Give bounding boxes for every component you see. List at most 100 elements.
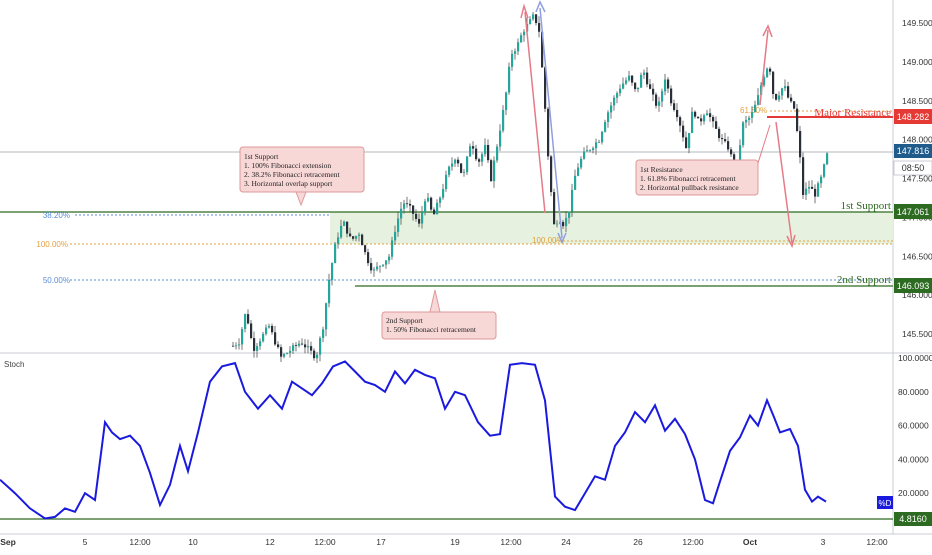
candle-body xyxy=(661,91,664,102)
candle-body xyxy=(454,159,457,164)
candle-body xyxy=(433,209,436,215)
candle-body xyxy=(484,144,487,155)
candle-body xyxy=(655,94,658,106)
candle-body xyxy=(670,88,673,104)
candle-body xyxy=(586,150,589,152)
candle-body xyxy=(622,83,625,89)
candle-body xyxy=(301,343,304,345)
price-tick-label: 146.500 xyxy=(902,251,932,261)
candle-body xyxy=(796,108,799,131)
candle-body xyxy=(553,192,556,225)
candle-body xyxy=(400,208,403,219)
candle-body xyxy=(298,343,301,346)
candle-body xyxy=(781,88,784,96)
candle-body xyxy=(340,225,343,238)
price-tick-label: 149.000 xyxy=(902,57,932,67)
candle-body xyxy=(355,235,358,239)
candle-body xyxy=(775,93,778,100)
candle-body xyxy=(250,323,253,339)
price-tick-label: 148.000 xyxy=(902,135,932,145)
candle-body xyxy=(346,221,349,234)
price-tick-label: 146.000 xyxy=(902,290,932,300)
resistance1-note-line: 2. Horizontal pullback resistance xyxy=(640,183,739,192)
stoch-last-text: 4.8160 xyxy=(899,514,927,524)
candle-body xyxy=(784,86,787,89)
support2-price-badge xyxy=(894,278,932,293)
candle-body xyxy=(700,118,703,122)
candle-body xyxy=(646,72,649,85)
fib-382-label: 38.20% xyxy=(43,211,70,220)
candle-body xyxy=(430,197,433,210)
candle-body xyxy=(316,354,319,359)
time-tick-label: 12:00 xyxy=(866,537,888,547)
stoch-title: Stoch xyxy=(4,360,24,369)
candle-body xyxy=(370,263,373,271)
candles-group xyxy=(232,11,829,364)
candle-body xyxy=(808,186,811,189)
candle-body xyxy=(274,332,277,345)
candle-body xyxy=(709,113,712,118)
candle-body xyxy=(742,122,745,146)
stoch-series-tag-text: %D xyxy=(879,499,892,508)
stoch-tick-label: 20.0000 xyxy=(898,488,929,498)
candle-body xyxy=(697,116,700,119)
candle-body xyxy=(604,122,607,132)
time-badge xyxy=(893,160,932,176)
resistance-price-badge xyxy=(894,109,932,124)
candle-body xyxy=(766,68,769,78)
candle-body xyxy=(391,240,394,257)
candle-body xyxy=(421,212,424,224)
candle-body xyxy=(550,156,553,193)
blue-arrow-1 xyxy=(539,7,563,239)
candle-body xyxy=(676,109,679,118)
current-price-badge xyxy=(894,144,932,158)
candle-body xyxy=(688,133,691,149)
candle-body xyxy=(769,68,772,72)
time-tick-label: Oct xyxy=(743,537,757,547)
candle-body xyxy=(244,314,247,330)
candle-body xyxy=(637,87,640,90)
candle-body xyxy=(385,260,388,265)
time-tick-label: Sep xyxy=(0,537,16,547)
candle-body xyxy=(514,51,517,54)
candle-body xyxy=(529,19,532,25)
support-zone xyxy=(330,212,893,244)
candle-body xyxy=(388,256,391,261)
candle-body xyxy=(487,144,490,161)
support2-note-line: 1. 50% Fibonacci retracement xyxy=(386,325,477,334)
candle-body xyxy=(592,148,595,150)
candle-body xyxy=(598,142,601,143)
candle-body xyxy=(724,139,727,142)
support1-note: 1st Support 1. 100% Fibonacci extension … xyxy=(239,146,365,207)
candle-body xyxy=(568,211,571,218)
candle-body xyxy=(727,141,730,150)
candle-body xyxy=(541,31,544,68)
candle-body xyxy=(460,163,463,173)
candle-body xyxy=(793,101,796,109)
candle-body xyxy=(754,104,757,113)
candle-body xyxy=(517,42,520,52)
candle-body xyxy=(802,157,805,195)
candle-body xyxy=(703,115,706,122)
candle-body xyxy=(304,344,307,348)
candle-body xyxy=(328,279,331,304)
blue-arrowhead-2 xyxy=(557,232,567,244)
candle-body xyxy=(232,345,235,347)
red-arrow-2 xyxy=(759,29,769,106)
candle-body xyxy=(778,95,781,100)
support1-note-line: 2. 38.2% Fibonacci retracement xyxy=(244,170,341,179)
candle-body xyxy=(532,14,535,20)
price-tick-label: 147.500 xyxy=(902,174,932,184)
candle-body xyxy=(259,341,262,347)
candle-body xyxy=(496,146,499,161)
support2-note: 2nd Support 1. 50% Fibonacci retracement xyxy=(381,289,497,340)
candle-body xyxy=(271,325,274,333)
resistance1-note-line: 1. 61.8% Fibonacci retracement xyxy=(640,174,737,183)
resistance1-note: 1st Resistance 1. 61.8% Fibonacci retrac… xyxy=(635,159,759,196)
candle-body xyxy=(307,346,310,348)
candle-body xyxy=(643,72,646,75)
support2-name: 2nd Support xyxy=(837,274,891,286)
candle-body xyxy=(625,80,628,84)
